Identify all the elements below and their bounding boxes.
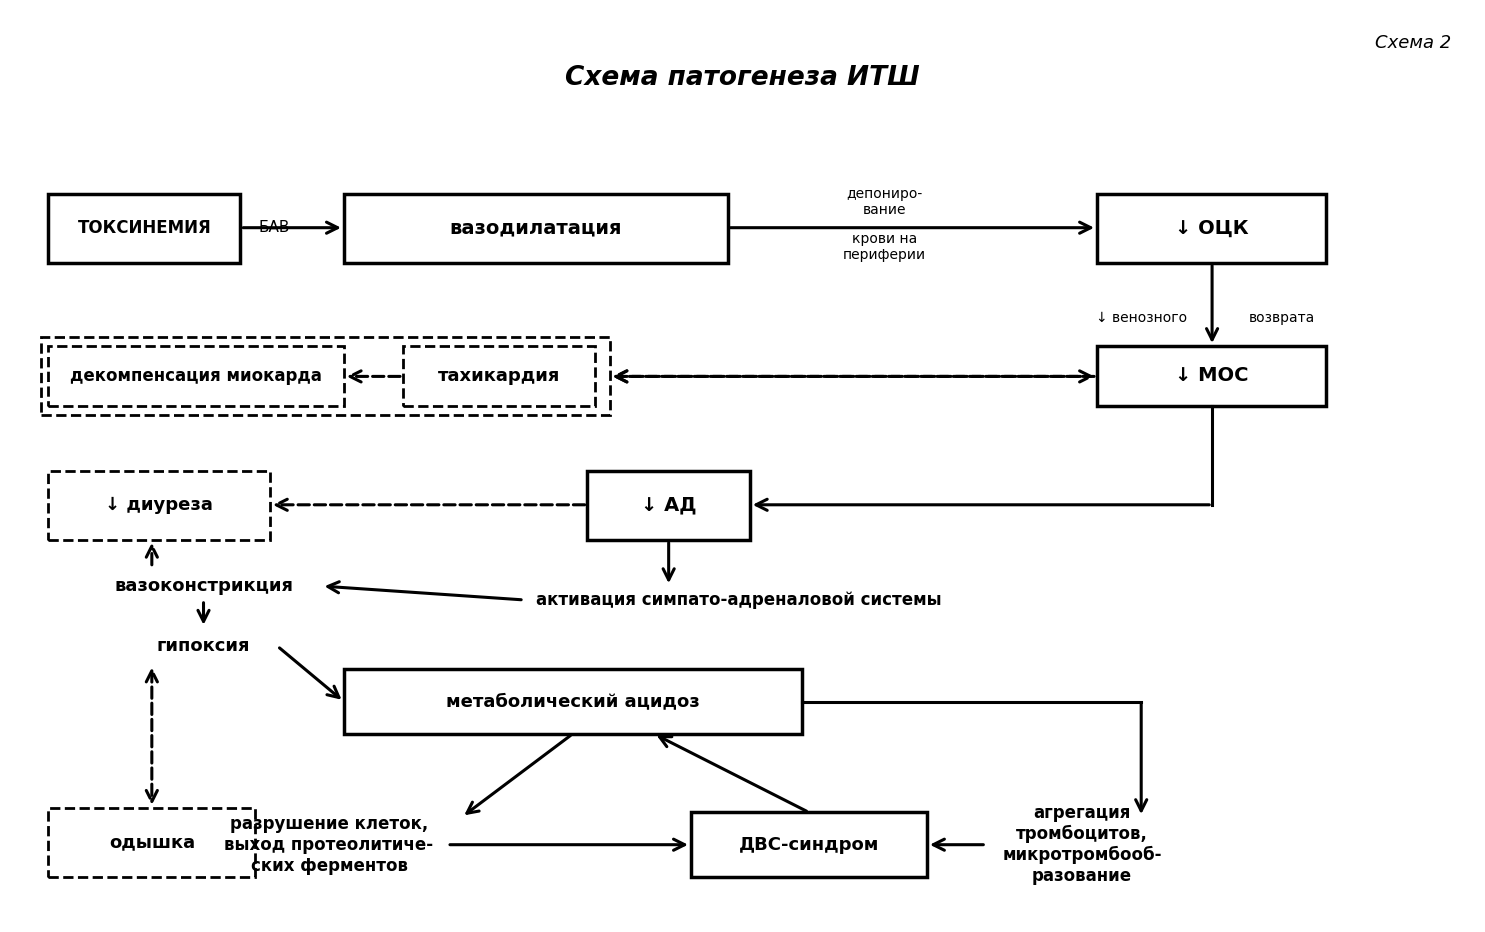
Text: ТОКСИНЕМИЯ: ТОКСИНЕМИЯ <box>77 219 211 237</box>
Text: метаболический ацидоз: метаболический ацидоз <box>446 692 699 710</box>
FancyBboxPatch shape <box>49 346 345 406</box>
Text: ДВС-синдром: ДВС-синдром <box>738 836 879 854</box>
Text: вазодилатация: вазодилатация <box>450 219 622 238</box>
FancyBboxPatch shape <box>402 346 595 406</box>
Text: Схема патогенеза ИТШ: Схема патогенеза ИТШ <box>566 65 919 91</box>
Text: одышка: одышка <box>108 833 195 852</box>
Text: декомпенсация миокарда: декомпенсация миокарда <box>70 367 322 385</box>
Text: ↓ МОС: ↓ МОС <box>1175 366 1247 386</box>
FancyBboxPatch shape <box>345 669 802 733</box>
Text: ↓ диуреза: ↓ диуреза <box>105 496 214 514</box>
FancyBboxPatch shape <box>691 813 927 877</box>
Text: возврата: возврата <box>1249 311 1314 325</box>
Text: ↓ АД: ↓ АД <box>642 496 696 514</box>
Text: гипоксия: гипоксия <box>157 637 251 655</box>
Text: активация симпато-адреналовой системы: активация симпато-адреналовой системы <box>536 591 941 609</box>
Text: БАВ: БАВ <box>258 220 290 235</box>
Text: разрушение клеток,
выход протеолитиче-
ских ферментов: разрушение клеток, выход протеолитиче- с… <box>224 815 434 874</box>
FancyBboxPatch shape <box>49 808 255 877</box>
Text: ↓ венозного: ↓ венозного <box>1096 311 1187 325</box>
Text: крови на
периферии: крови на периферии <box>842 232 925 262</box>
Text: агрегация
тромбоцитов,
микротромбооб-
разование: агрегация тромбоцитов, микротромбооб- ра… <box>1002 804 1161 885</box>
Text: тахикардия: тахикардия <box>438 367 560 385</box>
Text: Схема 2: Схема 2 <box>1375 34 1451 51</box>
Text: вазоконстрикция: вазоконстрикция <box>114 577 293 595</box>
FancyBboxPatch shape <box>49 194 241 263</box>
FancyBboxPatch shape <box>1097 346 1326 406</box>
FancyBboxPatch shape <box>345 194 728 263</box>
FancyBboxPatch shape <box>49 471 270 540</box>
FancyBboxPatch shape <box>1097 194 1326 263</box>
Text: депониро-
вание: депониро- вание <box>846 186 922 217</box>
FancyBboxPatch shape <box>588 471 750 540</box>
Text: ↓ ОЦК: ↓ ОЦК <box>1175 219 1249 238</box>
